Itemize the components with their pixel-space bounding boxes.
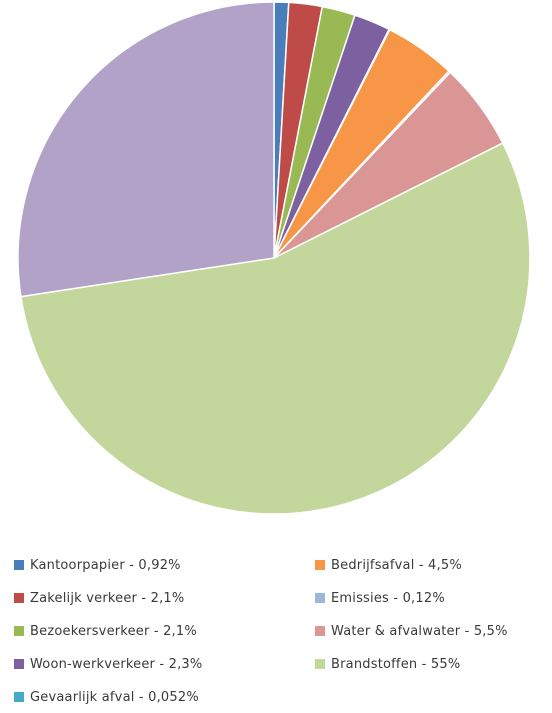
legend-item-bedrijfsafval: Bedrijfsafval - 4,5% (315, 555, 462, 575)
legend-swatch (14, 626, 24, 636)
legend-label: Brandstoffen - 55% (331, 656, 461, 672)
legend-item-gevaarlijk-afval: Gevaarlijk afval - 0,052% (14, 687, 199, 707)
legend-label: Emissies - 0,12% (331, 590, 445, 606)
pie-chart-svg (17, 1, 531, 515)
legend-item-water-afvalwater: Water & afvalwater - 5,5% (315, 621, 508, 641)
legend-label: Gevaarlijk afval - 0,052% (30, 689, 199, 705)
legend-swatch (14, 593, 24, 603)
legend: Kantoorpapier - 0,92% Zakelijk verkeer - … (0, 545, 552, 713)
legend-swatch (315, 593, 325, 603)
legend-swatch (315, 560, 325, 570)
legend-label: Kantoorpapier - 0,92% (30, 557, 181, 573)
pie-chart (17, 1, 531, 515)
legend-swatch (14, 659, 24, 669)
legend-label: Bedrijfsafval - 4,5% (331, 557, 462, 573)
legend-item-brandstoffen: Brandstoffen - 55% (315, 654, 460, 674)
pie-slice-brandstoffen (20, 142, 531, 515)
legend-swatch (315, 626, 325, 636)
legend-item-kantoorpapier: Kantoorpapier - 0,92% (14, 555, 181, 575)
legend-label: Woon-werkverkeer - 2,3% (30, 656, 203, 672)
legend-item-woon-werkverkeer: Woon-werkverkeer - 2,3% (14, 654, 202, 674)
legend-label: Bezoekersverkeer - 2,1% (30, 623, 197, 639)
legend-label: Zakelijk verkeer - 2,1% (30, 590, 185, 606)
legend-label: Water & afvalwater - 5,5% (331, 623, 508, 639)
legend-swatch (14, 560, 24, 570)
legend-swatch (14, 692, 24, 702)
pie-slice-unlabeled-9 (17, 1, 275, 298)
legend-item-bezoekersverkeer: Bezoekersverkeer - 2,1% (14, 621, 197, 641)
legend-item-zakelijk-verkeer: Zakelijk verkeer - 2,1% (14, 588, 184, 608)
legend-swatch (315, 659, 325, 669)
legend-item-emissies: Emissies - 0,12% (315, 588, 445, 608)
